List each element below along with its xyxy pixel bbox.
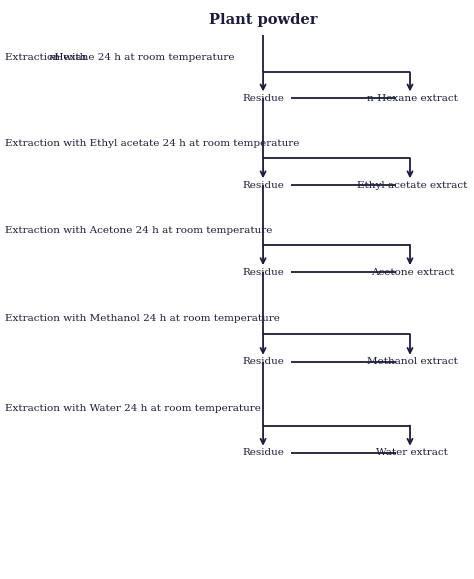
Text: Extraction with Methanol 24 h at room temperature: Extraction with Methanol 24 h at room te… — [5, 314, 280, 323]
Text: Ethyl acetate extract: Ethyl acetate extract — [357, 181, 467, 190]
Text: Residue: Residue — [242, 94, 284, 103]
Text: Methanol extract: Methanol extract — [367, 357, 458, 367]
Text: n: n — [49, 53, 55, 63]
Text: Residue: Residue — [242, 357, 284, 367]
Text: Extraction with Water 24 h at room temperature: Extraction with Water 24 h at room tempe… — [5, 404, 261, 413]
Text: n-Hexane extract: n-Hexane extract — [367, 94, 458, 103]
Text: Plant powder: Plant powder — [209, 13, 317, 27]
Text: -Hexane 24 h at room temperature: -Hexane 24 h at room temperature — [52, 53, 235, 63]
Text: Extraction with Acetone 24 h at room temperature: Extraction with Acetone 24 h at room tem… — [5, 226, 272, 235]
Text: Residue: Residue — [242, 181, 284, 190]
Text: Residue: Residue — [242, 267, 284, 277]
Text: Acetone extract: Acetone extract — [371, 267, 454, 277]
Text: Extraction with: Extraction with — [5, 53, 90, 63]
Text: Extraction with Ethyl acetate 24 h at room temperature: Extraction with Ethyl acetate 24 h at ro… — [5, 139, 299, 148]
Text: Residue: Residue — [242, 448, 284, 457]
Text: Water extract: Water extract — [376, 448, 448, 457]
